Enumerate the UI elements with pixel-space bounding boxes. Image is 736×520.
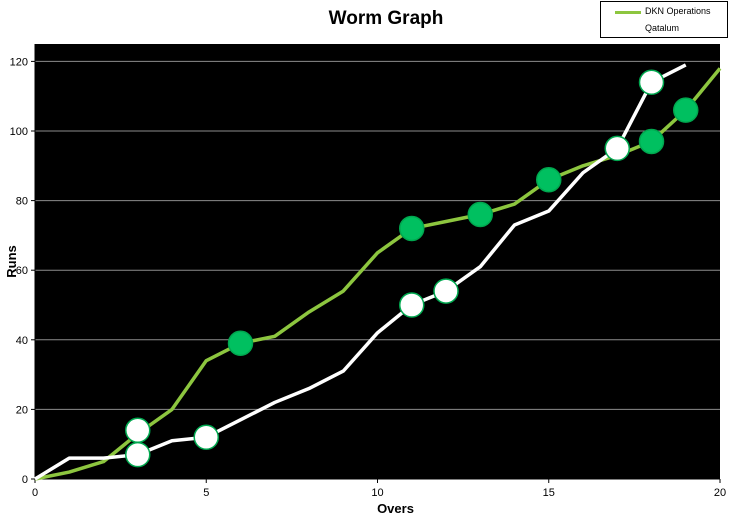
y-tick-label: 120: [10, 56, 28, 68]
legend: DKN Operations Qatalum: [600, 1, 728, 38]
grid-lines: [35, 60, 720, 410]
wicket-marker-0: [673, 97, 699, 123]
wicket-marker-1: [125, 441, 151, 468]
x-tick-label: 15: [543, 487, 555, 499]
x-tick-label: 10: [371, 487, 383, 499]
wicket-marker-1: [193, 424, 219, 450]
x-tick-label: 0: [32, 487, 38, 499]
y-tick-label: 60: [16, 265, 28, 277]
legend-item-dkn: DKN Operations: [601, 4, 729, 20]
y-tick-label: 0: [22, 474, 28, 486]
legend-swatch-dkn: [615, 11, 641, 14]
wicket-marker-0: [536, 166, 562, 193]
wicket-marker-1: [125, 417, 151, 444]
wicket-marker-0: [467, 201, 493, 228]
wicket-marker-1: [399, 292, 425, 318]
legend-item-qatalum: Qatalum: [601, 21, 729, 37]
wicket-markers: [125, 69, 699, 468]
x-axis-title: Overs: [377, 501, 414, 516]
wicket-marker-0: [399, 215, 425, 242]
legend-label-qatalum: Qatalum: [645, 23, 680, 33]
axes: 0 20 40 60 80 100 120 0 5 10 15 20: [10, 44, 726, 499]
plot-area: [35, 44, 720, 479]
y-tick-label: 80: [16, 196, 28, 208]
wicket-marker-0: [638, 128, 665, 155]
x-tick-label: 20: [714, 487, 726, 499]
y-tick-label: 40: [16, 335, 28, 347]
wicket-marker-1: [604, 135, 630, 162]
y-tick-label: 100: [10, 126, 28, 138]
y-tick-label: 20: [16, 404, 28, 416]
wicket-marker-0: [227, 330, 254, 357]
wicket-marker-1: [638, 69, 665, 96]
legend-label-dkn: DKN Operations: [645, 6, 711, 16]
chart-title: Worm Graph: [328, 8, 444, 29]
x-tick-label: 5: [203, 487, 209, 499]
wicket-marker-1: [433, 278, 459, 304]
y-axis-title: Runs: [4, 245, 19, 278]
